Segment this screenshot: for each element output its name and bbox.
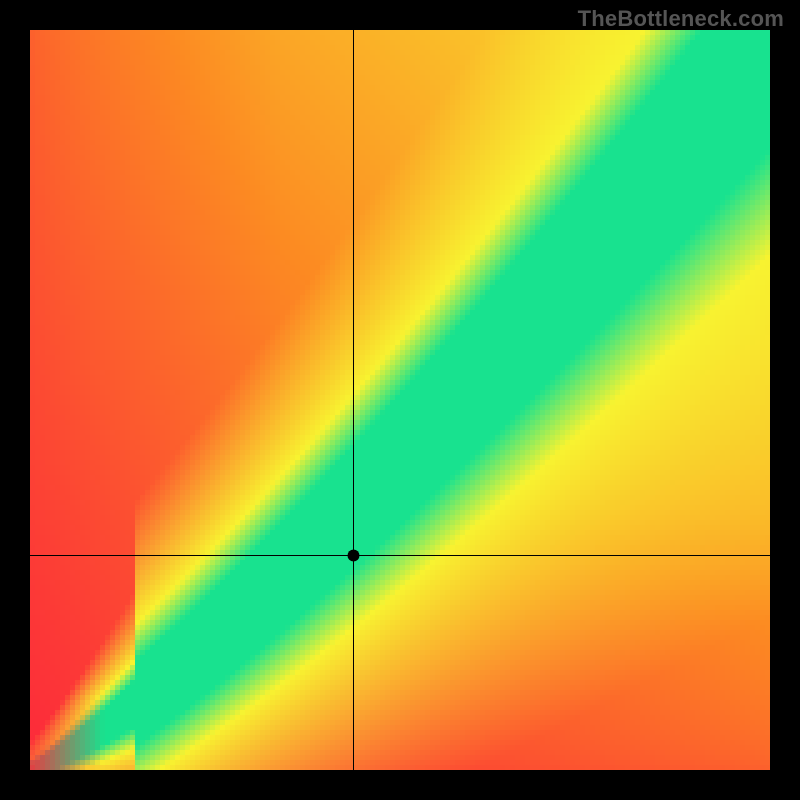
watermark-text: TheBottleneck.com bbox=[578, 6, 784, 32]
chart-frame: { "watermark": { "text": "TheBottleneck.… bbox=[0, 0, 800, 800]
crosshair-overlay bbox=[30, 30, 770, 770]
